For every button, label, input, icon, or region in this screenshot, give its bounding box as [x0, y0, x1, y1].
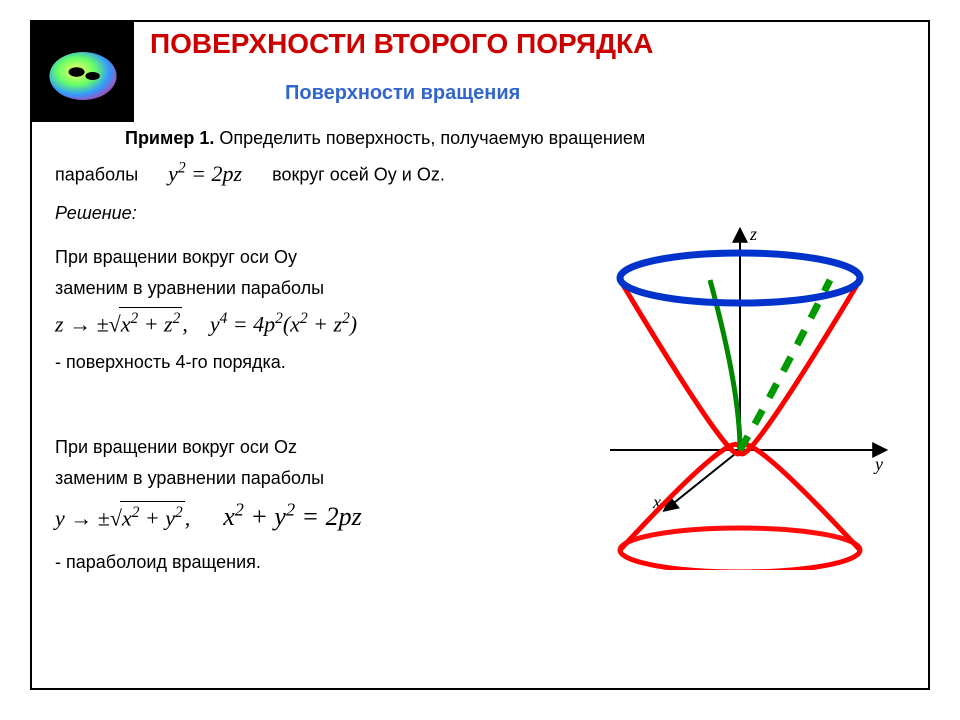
red-bottom-front — [620, 550, 860, 570]
x-axis — [665, 450, 740, 510]
red-bottom-back — [620, 528, 860, 550]
around-text: вокруг осей Oy и Oz. — [272, 165, 445, 185]
y-label: y — [873, 454, 883, 474]
parabola-word: параболы — [55, 165, 138, 185]
parabola-line: параболы y2 = 2pz вокруг осей Oy и Oz. — [55, 157, 905, 189]
main-formula: y2 = 2pz — [168, 161, 242, 186]
logo-box — [32, 22, 134, 122]
example-line: Пример 1. Определить поверхность, получа… — [125, 126, 905, 151]
red-down-right — [740, 444, 860, 550]
torus-icon — [43, 32, 123, 112]
rotation-plot: z y x — [575, 220, 905, 570]
example-text: Определить поверхность, получаемую враще… — [219, 128, 645, 148]
z-label: z — [749, 224, 757, 244]
example-label: Пример 1. — [125, 128, 214, 148]
slide-subtitle: Поверхности вращения — [285, 82, 520, 105]
slide-title: ПОВЕРХНОСТИ ВТОРОГО ПОРЯДКА — [150, 28, 653, 60]
